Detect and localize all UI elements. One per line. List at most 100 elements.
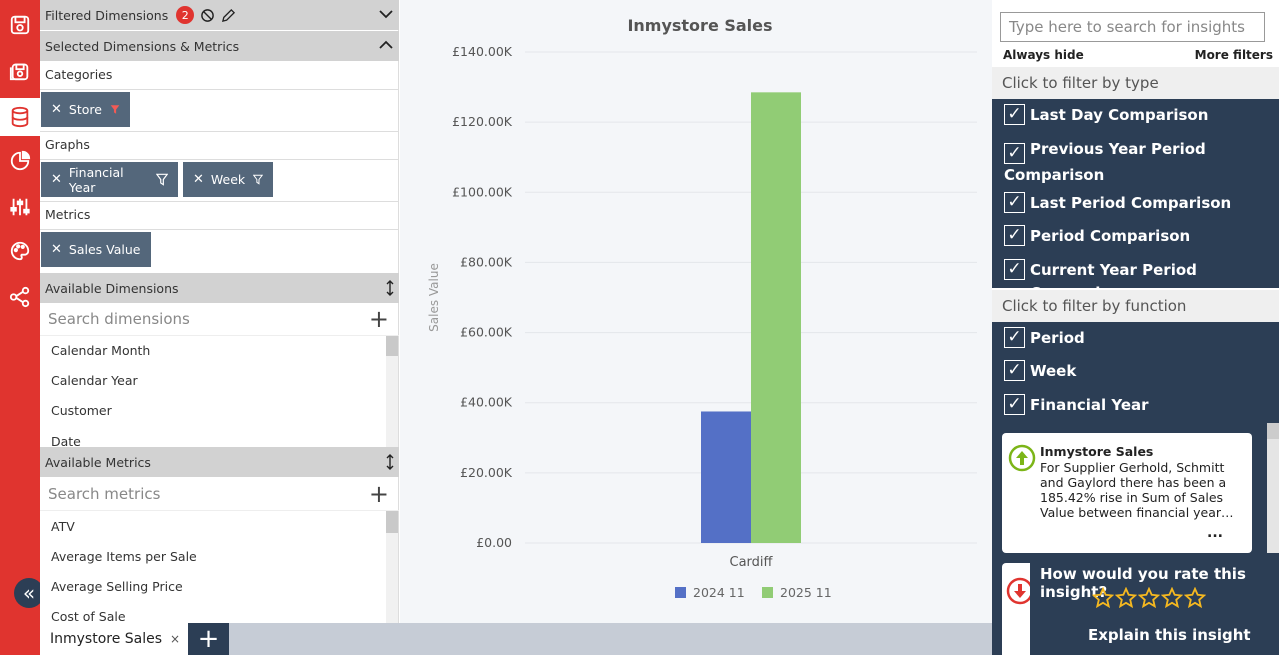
type-filter-item[interactable]: ✓ Last Day Comparison xyxy=(1004,104,1274,127)
metrics-search-input[interactable]: Search metrics + xyxy=(40,477,399,511)
star-icon[interactable] xyxy=(1184,587,1206,609)
selected-dimensions-label: Selected Dimensions & Metrics xyxy=(45,38,240,54)
chevron-up-icon[interactable] xyxy=(377,36,395,54)
filter-icon[interactable] xyxy=(253,173,263,186)
insight-card[interactable]: Inmystore Sales For Supplier Gerhold, Sc… xyxy=(1002,433,1252,553)
sliders-icon[interactable] xyxy=(0,188,40,226)
clear-filters-icon[interactable] xyxy=(200,8,215,23)
insight-search-input[interactable]: Type here to search for insights xyxy=(1000,12,1265,42)
y-tick-label: £120.00K xyxy=(452,114,513,129)
chevron-down-icon[interactable] xyxy=(377,5,395,23)
type-filter-item[interactable]: ✓ Previous Year Period Comparison xyxy=(1004,140,1206,184)
checkbox-icon[interactable]: ✓ xyxy=(1004,192,1025,213)
share-icon[interactable] xyxy=(0,278,40,316)
list-item[interactable]: Date xyxy=(51,434,81,449)
resize-icon[interactable] xyxy=(385,454,395,470)
chip-label: Week xyxy=(210,172,246,187)
graphs-label: Graphs xyxy=(45,137,90,152)
divider xyxy=(40,229,399,230)
checkbox-icon[interactable]: ✓ xyxy=(1004,143,1025,164)
filtered-dimensions-header[interactable]: Filtered Dimensions 2 xyxy=(40,0,399,30)
function-filter-item[interactable]: ✓ Week xyxy=(1004,360,1274,383)
dimensions-scrollbar[interactable] xyxy=(386,336,398,447)
database-icon[interactable] xyxy=(0,98,40,136)
type-filter-list xyxy=(992,99,1279,288)
remove-icon[interactable]: ✕ xyxy=(51,242,62,257)
more-filters-link[interactable]: More filters xyxy=(1194,48,1273,62)
checkbox-icon[interactable]: ✓ xyxy=(1004,225,1025,246)
insight-card[interactable] xyxy=(1002,563,1034,655)
metrics-label: Metrics xyxy=(45,207,91,222)
function-filter-item[interactable]: ✓ Period xyxy=(1004,327,1274,350)
checkbox-icon[interactable]: ✓ xyxy=(1004,360,1025,381)
available-dimensions-header[interactable]: Available Dimensions xyxy=(40,273,399,303)
divider xyxy=(40,131,399,132)
resize-icon[interactable] xyxy=(385,280,395,296)
available-metrics-label: Available Metrics xyxy=(45,454,151,470)
add-dimension-icon[interactable]: + xyxy=(368,305,389,333)
checkbox-icon[interactable]: ✓ xyxy=(1004,259,1025,280)
list-item[interactable]: ATV xyxy=(51,519,75,534)
list-item[interactable]: Average Selling Price xyxy=(51,579,183,594)
bar-2025-11 xyxy=(751,92,801,543)
metrics-scroll-thumb[interactable] xyxy=(386,511,398,533)
list-item[interactable]: Cost of Sale xyxy=(51,609,126,624)
chip-label: Store xyxy=(68,102,102,117)
list-item[interactable]: Calendar Month xyxy=(51,343,151,358)
y-tick-label: £60.00K xyxy=(460,325,513,340)
insight-body: For Supplier Gerhold, Schmitt and Gaylor… xyxy=(1040,460,1234,520)
y-tick-label: £140.00K xyxy=(452,44,513,59)
star-icon[interactable] xyxy=(1138,587,1160,609)
checkbox-icon[interactable]: ✓ xyxy=(1004,394,1025,415)
chip-week[interactable]: ✕ Week xyxy=(183,162,273,197)
type-filter-item[interactable]: ✓ Period Comparison xyxy=(1004,225,1274,248)
tab-inmystore-sales[interactable]: Inmystore Sales × xyxy=(40,623,188,655)
save-icon[interactable] xyxy=(0,6,40,44)
star-rating[interactable] xyxy=(1092,587,1206,609)
metrics-scrollbar[interactable] xyxy=(386,511,398,623)
star-icon[interactable] xyxy=(1092,587,1114,609)
more-icon[interactable]: ... xyxy=(1207,525,1223,541)
dimensions-search-input[interactable]: Search dimensions + xyxy=(40,302,399,336)
remove-icon[interactable]: ✕ xyxy=(193,172,204,187)
filter-icon[interactable] xyxy=(155,173,168,186)
chip-store[interactable]: ✕ Store xyxy=(41,92,130,127)
palette-icon[interactable] xyxy=(0,232,40,270)
edit-icon[interactable] xyxy=(221,8,236,23)
type-filter-item[interactable]: ✓ Last Period Comparison xyxy=(1004,192,1274,215)
y-tick-label: £80.00K xyxy=(460,254,513,269)
filtered-count-badge: 2 xyxy=(176,6,195,24)
checkbox-icon[interactable]: ✓ xyxy=(1004,327,1025,348)
close-tab-icon[interactable]: × xyxy=(169,632,180,646)
y-tick-label: £0.00 xyxy=(476,535,512,550)
selected-dimensions-header[interactable]: Selected Dimensions & Metrics xyxy=(40,31,399,61)
filter-icon-active[interactable] xyxy=(110,103,120,116)
list-item[interactable]: Average Items per Sale xyxy=(51,549,197,564)
remove-icon[interactable]: ✕ xyxy=(51,102,62,117)
y-tick-label: £20.00K xyxy=(460,465,513,480)
bar-2024-11 xyxy=(701,411,751,543)
chip-sales-value[interactable]: ✕ Sales Value xyxy=(41,232,151,267)
collapse-sidebar-button[interactable]: « xyxy=(14,578,44,608)
list-item[interactable]: Calendar Year xyxy=(51,373,138,388)
add-metric-icon[interactable]: + xyxy=(368,480,389,508)
explain-insight-button[interactable]: Explain this insight xyxy=(1088,626,1251,644)
insights-scroll-thumb[interactable] xyxy=(1267,423,1279,439)
insights-scrollbar[interactable] xyxy=(1267,423,1279,553)
navigation-rail: « xyxy=(0,0,44,655)
star-icon[interactable] xyxy=(1115,587,1137,609)
saved-views-icon[interactable] xyxy=(0,52,40,90)
always-hide-link[interactable]: Always hide xyxy=(1003,48,1084,62)
chip-financial-year[interactable]: ✕ Financial Year xyxy=(41,162,178,197)
remove-icon[interactable]: ✕ xyxy=(51,172,62,187)
bar-chart: £0.00 £20.00K £40.00K £60.00K £80.00K £100.00… xyxy=(427,44,977,600)
list-item[interactable]: Customer xyxy=(51,403,112,418)
chart-pie-icon[interactable] xyxy=(0,142,40,180)
function-filter-item[interactable]: ✓ Financial Year xyxy=(1004,394,1274,417)
checkbox-icon[interactable]: ✓ xyxy=(1004,104,1025,125)
available-metrics-header[interactable]: Available Metrics xyxy=(40,447,399,477)
star-icon[interactable] xyxy=(1161,587,1183,609)
dimensions-scroll-thumb[interactable] xyxy=(386,336,398,356)
insight-search-placeholder: Type here to search for insights xyxy=(1009,18,1245,36)
add-tab-button[interactable]: + xyxy=(188,623,229,655)
